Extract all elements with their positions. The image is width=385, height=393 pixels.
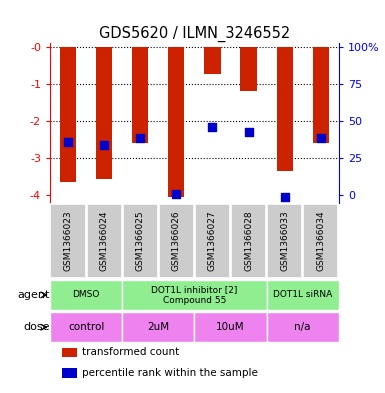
Bar xyxy=(241,47,257,92)
Bar xyxy=(194,312,266,342)
Text: control: control xyxy=(68,322,104,332)
Point xyxy=(281,194,288,200)
Text: agent: agent xyxy=(18,290,50,300)
Point xyxy=(137,135,143,141)
Bar xyxy=(60,47,76,182)
Bar xyxy=(195,204,230,278)
Bar xyxy=(168,47,184,197)
Bar xyxy=(313,47,329,143)
Bar xyxy=(132,47,148,143)
Text: DOT1L inhibitor [2]
Compound 55: DOT1L inhibitor [2] Compound 55 xyxy=(151,285,238,305)
Bar xyxy=(50,280,122,310)
Point xyxy=(173,190,179,196)
Text: GSM1366033: GSM1366033 xyxy=(280,210,289,271)
Bar xyxy=(87,204,122,278)
Point xyxy=(65,138,71,145)
Text: n/a: n/a xyxy=(295,322,311,332)
Point xyxy=(246,129,252,136)
Bar xyxy=(159,204,194,278)
Text: GSM1366034: GSM1366034 xyxy=(316,211,325,271)
Bar xyxy=(62,368,77,378)
Text: GSM1366025: GSM1366025 xyxy=(136,211,145,271)
Point xyxy=(209,123,216,130)
Bar xyxy=(266,280,339,310)
Bar xyxy=(122,204,158,278)
Point xyxy=(318,135,324,141)
Bar xyxy=(122,312,194,342)
Text: DOT1L siRNA: DOT1L siRNA xyxy=(273,290,332,299)
Bar xyxy=(276,47,293,171)
Text: DMSO: DMSO xyxy=(72,290,100,299)
Text: transformed count: transformed count xyxy=(82,347,179,357)
Text: GSM1366026: GSM1366026 xyxy=(172,211,181,271)
Bar xyxy=(266,312,339,342)
Text: 10uM: 10uM xyxy=(216,322,245,332)
Bar xyxy=(62,347,77,357)
Text: GSM1366023: GSM1366023 xyxy=(64,211,73,271)
Text: 2uM: 2uM xyxy=(147,322,169,332)
Bar xyxy=(122,280,266,310)
Bar xyxy=(267,204,302,278)
Bar xyxy=(231,204,266,278)
Bar xyxy=(204,47,221,73)
Bar xyxy=(50,312,122,342)
Bar xyxy=(303,204,338,278)
Bar xyxy=(50,204,86,278)
Text: dose: dose xyxy=(23,322,50,332)
Bar xyxy=(96,47,112,179)
Text: GSM1366028: GSM1366028 xyxy=(244,211,253,271)
Text: GSM1366027: GSM1366027 xyxy=(208,211,217,271)
Point xyxy=(101,142,107,149)
Title: GDS5620 / ILMN_3246552: GDS5620 / ILMN_3246552 xyxy=(99,26,290,42)
Text: GSM1366024: GSM1366024 xyxy=(100,211,109,271)
Text: percentile rank within the sample: percentile rank within the sample xyxy=(82,368,258,378)
